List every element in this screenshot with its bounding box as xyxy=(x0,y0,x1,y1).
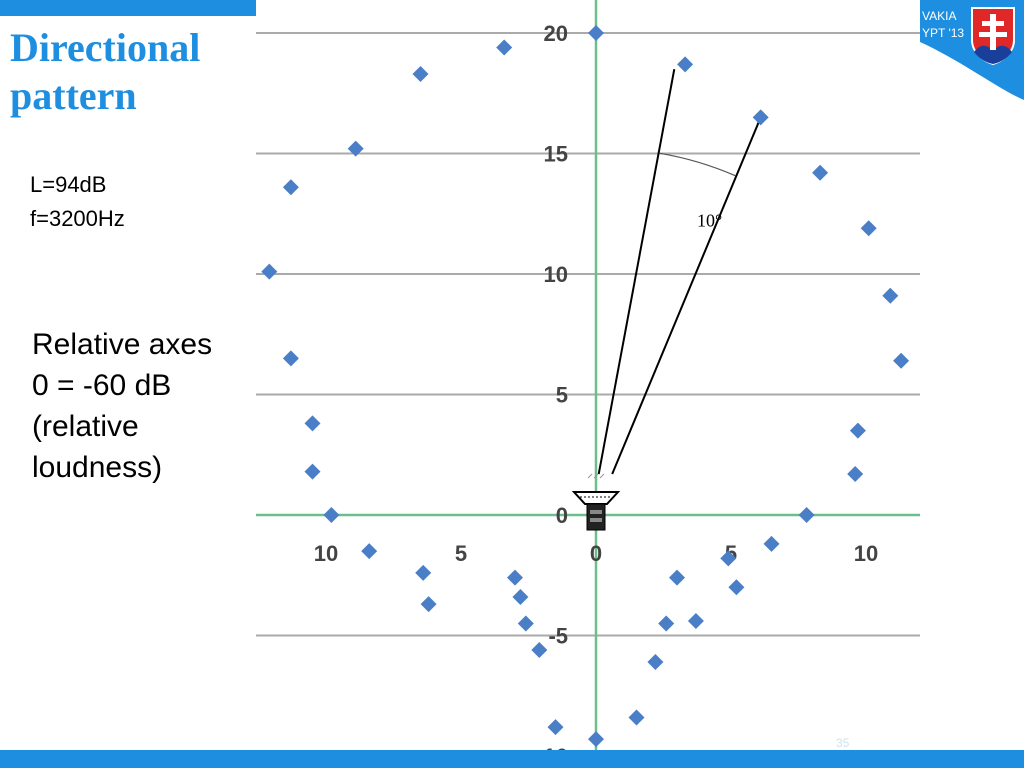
data-point xyxy=(798,507,815,523)
data-point xyxy=(647,654,664,671)
data-point xyxy=(728,579,745,596)
y-tick-label: -5 xyxy=(548,624,568,649)
data-point xyxy=(812,164,829,181)
conference-badge: VAKIA YPT '13 xyxy=(920,0,1024,100)
data-point xyxy=(261,263,278,280)
angle-label: 10° xyxy=(697,210,722,230)
data-point xyxy=(361,543,378,560)
data-point xyxy=(752,109,769,126)
data-point xyxy=(547,719,564,736)
data-point xyxy=(658,615,675,632)
x-tick-label: 10 xyxy=(314,541,338,566)
data-point xyxy=(323,507,340,523)
slide-title-line-1: Directional xyxy=(10,25,201,70)
axes-note-line-1: Relative axes xyxy=(32,328,213,361)
data-point xyxy=(512,588,529,605)
data-point xyxy=(517,615,534,632)
x-tick-label: 0 xyxy=(590,541,602,566)
bottom-accent-bar xyxy=(0,750,1024,768)
data-point xyxy=(849,422,866,439)
data-point xyxy=(687,613,704,630)
data-point xyxy=(669,569,685,586)
data-point-layer xyxy=(261,25,910,748)
data-point xyxy=(415,564,432,581)
slide-title: Directional pattern xyxy=(10,24,260,120)
data-point xyxy=(588,25,604,41)
badge-text: VAKIA YPT '13 xyxy=(920,8,972,42)
data-point xyxy=(531,641,548,658)
param-frequency: f=3200Hz xyxy=(30,206,125,231)
axes-note-line-3: (relative xyxy=(32,410,139,443)
data-point xyxy=(720,550,737,567)
axis-layer xyxy=(256,0,920,768)
data-point xyxy=(860,220,877,237)
data-point xyxy=(893,352,910,369)
data-point xyxy=(412,65,429,82)
slide-title-line-2: pattern xyxy=(10,73,137,118)
axes-note-line-2: 0 = -60 dB xyxy=(32,369,172,402)
x-tick-label: 10 xyxy=(854,541,878,566)
y-tick-label: 0 xyxy=(556,503,568,528)
page-number: 35 xyxy=(836,736,850,750)
data-point xyxy=(304,463,321,480)
data-point xyxy=(882,287,899,304)
data-point xyxy=(496,39,513,56)
data-point xyxy=(847,466,864,483)
badge-text-line-2: YPT '13 xyxy=(922,26,965,40)
angle-line-b xyxy=(611,116,762,475)
data-point xyxy=(507,569,523,586)
y-tick-label: 5 xyxy=(556,383,568,408)
data-point xyxy=(628,709,645,726)
data-point xyxy=(763,535,780,552)
axes-note-line-4: loudness) xyxy=(32,451,163,484)
data-point xyxy=(677,56,694,73)
y-tick-label: 15 xyxy=(544,142,568,167)
param-level: L=94dB xyxy=(30,172,107,197)
angle-line-a xyxy=(597,68,676,475)
y-tick-label: 20 xyxy=(544,21,568,46)
slovak-shield-icon xyxy=(971,7,1015,66)
data-point xyxy=(420,596,437,613)
data-point xyxy=(588,731,604,748)
annotation-layer: 10° xyxy=(597,68,762,475)
microphone-icon xyxy=(571,473,621,531)
data-point xyxy=(282,350,299,367)
y-tick-label: 10 xyxy=(544,262,568,287)
x-tick-label: 5 xyxy=(455,541,467,566)
badge-text-line-1: VAKIA xyxy=(922,9,957,23)
axes-note: Relative axes 0 = -60 dB (relative loudn… xyxy=(32,324,254,488)
data-point xyxy=(304,415,321,432)
data-point xyxy=(347,140,364,157)
angle-arc xyxy=(659,152,736,177)
measurement-params: L=94dB f=3200Hz xyxy=(30,168,125,236)
data-point xyxy=(282,179,299,196)
top-accent-bar xyxy=(0,0,256,16)
